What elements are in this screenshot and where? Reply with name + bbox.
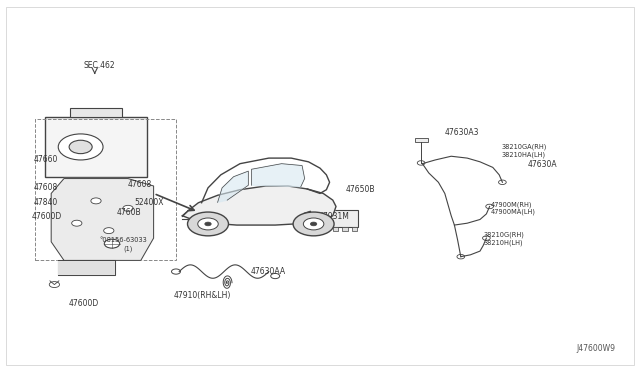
Polygon shape [51, 179, 154, 260]
Bar [35, 119, 176, 260]
Circle shape [198, 218, 218, 230]
Text: J47600W9: J47600W9 [576, 344, 615, 353]
Circle shape [205, 222, 211, 226]
Text: 47840: 47840 [33, 198, 58, 207]
Circle shape [303, 218, 324, 230]
Bar [352, 227, 357, 231]
Circle shape [58, 134, 103, 160]
Circle shape [293, 212, 334, 236]
Text: SEC.462: SEC.462 [83, 61, 115, 70]
Polygon shape [252, 164, 305, 187]
Circle shape [104, 239, 120, 248]
Bar [317, 210, 358, 227]
Text: 47630AA: 47630AA [251, 267, 286, 276]
Bar [415, 138, 428, 142]
Circle shape [457, 254, 465, 259]
Circle shape [310, 222, 317, 226]
Text: 47900MA(LH): 47900MA(LH) [491, 208, 536, 215]
Polygon shape [182, 186, 336, 225]
Circle shape [91, 198, 101, 204]
Text: 52400X: 52400X [134, 198, 164, 207]
Text: 38210HA(LH): 38210HA(LH) [502, 151, 546, 158]
Circle shape [69, 140, 92, 154]
Circle shape [172, 269, 180, 274]
Circle shape [271, 273, 280, 279]
Circle shape [188, 212, 228, 236]
Circle shape [499, 180, 506, 185]
Text: 38210H(LH): 38210H(LH) [484, 239, 524, 246]
Text: 47900M(RH): 47900M(RH) [491, 201, 532, 208]
Text: 47660: 47660 [33, 155, 58, 164]
Circle shape [123, 205, 133, 211]
Text: 47608: 47608 [33, 183, 58, 192]
Polygon shape [58, 260, 115, 275]
Circle shape [417, 161, 425, 165]
Text: 47630A3: 47630A3 [445, 128, 479, 137]
Text: 38210G(RH): 38210G(RH) [484, 232, 525, 238]
Bar [333, 227, 338, 231]
Text: (1): (1) [123, 245, 132, 252]
Bar [342, 227, 348, 231]
Text: 47931M: 47931M [319, 212, 349, 221]
Text: 47630A: 47630A [528, 160, 557, 169]
Polygon shape [218, 171, 248, 202]
FancyBboxPatch shape [45, 117, 147, 177]
Bar [323, 227, 328, 231]
Circle shape [72, 220, 82, 226]
Text: 38210GA(RH): 38210GA(RH) [502, 144, 547, 150]
Circle shape [483, 236, 490, 240]
Bar [70, 108, 122, 117]
Text: 47600D: 47600D [32, 212, 62, 221]
Circle shape [49, 282, 60, 288]
Text: 4760B: 4760B [116, 208, 141, 217]
Text: 47910(RH&LH): 47910(RH&LH) [174, 291, 232, 300]
Circle shape [486, 204, 493, 209]
Text: 47600D: 47600D [69, 299, 99, 308]
Text: 47650B: 47650B [346, 185, 375, 194]
Text: °08156-63033: °08156-63033 [99, 237, 147, 243]
Circle shape [104, 228, 114, 234]
Text: 47608: 47608 [128, 180, 152, 189]
